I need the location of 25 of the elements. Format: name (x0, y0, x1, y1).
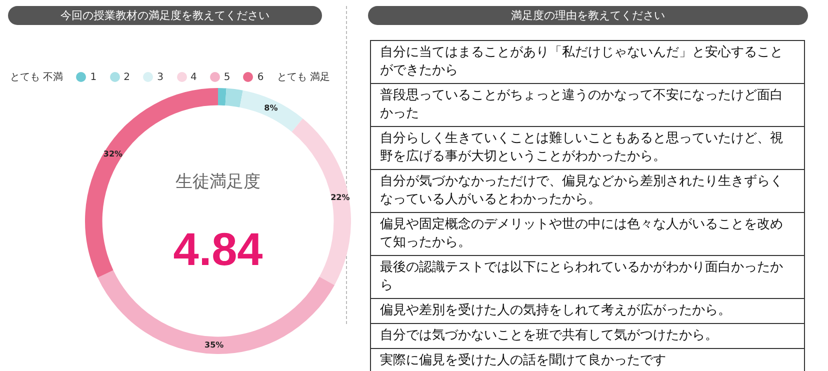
data-label: 8% (264, 104, 278, 113)
legend-label: 6 (256, 72, 264, 82)
legend-label: 5 (222, 72, 230, 82)
text: 4.84 (172, 222, 264, 276)
data-label: 35% (204, 340, 224, 350)
legend-label: 2 (122, 72, 130, 82)
text: 自分に当てはまることがあり「私だけじゃないんだ」と安心することができたから (370, 41, 805, 84)
text: とても 満足 (276, 70, 330, 84)
text: 生徒満足度 (174, 171, 262, 193)
text: 自分らしく生きていくことは難しいこともあると思っていたけど、視野を広げる事が大切ということがわかったから。 (370, 127, 805, 170)
text: 自分が気づかなかっただけで、偏見などから差別されたり生きずらくなっている人がいるとわかったから。 (370, 170, 805, 213)
data-label: 22% (330, 192, 350, 202)
legend-label: 1 (89, 72, 97, 82)
text: 満足度の理由を教えてください (368, 6, 808, 25)
text: 普段思っていることがちょっと違うのかなって不安になったけど面白かった (370, 84, 805, 127)
text: とても 不満 (10, 70, 64, 84)
data-label: 32% (103, 149, 123, 158)
text: 偏見や差別を受けた人の気持をしれて考えが広がったから。 (370, 299, 805, 324)
legend-label: 4 (190, 72, 197, 82)
text: 実際に偏見を受けた人の話を聞けて良かったです (370, 349, 805, 371)
chart-title: 今回の授業教材の満足度を教えてください (8, 6, 322, 25)
text: 偏見や固定概念のデメリットや世の中には色々な人がいることを改めて知ったから。 (370, 213, 805, 256)
text: 最後の認識テストでは以下にとらわれているかがわかり面白かったから (370, 256, 805, 299)
text: 自分では気づかないことを班で共有して気がつけたから。 (370, 324, 805, 349)
legend-label: 3 (156, 72, 164, 82)
